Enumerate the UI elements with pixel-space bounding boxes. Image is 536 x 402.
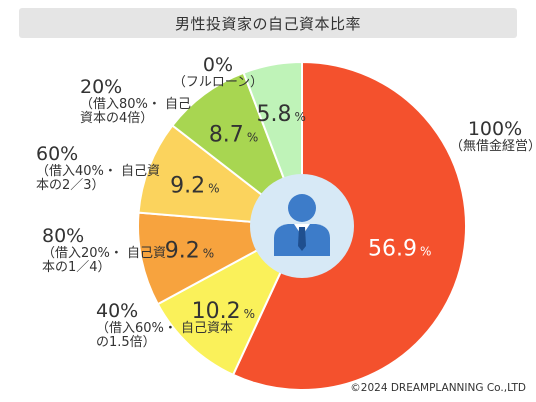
category-note: （フルローン） (172, 74, 264, 90)
slice-value-label: 10.2% (192, 299, 255, 324)
category-note: （借入20%・ 自己資本の1／4） (42, 245, 167, 275)
category-note: （借入80%・ 自己資本の4倍） (80, 96, 192, 126)
label-group-0: 0% （フルローン） (163, 54, 273, 90)
slice-value-label: 8.7% (209, 123, 258, 148)
category-note: （借入40%・ 自己資本の2／3） (36, 163, 161, 193)
label-group-60: 60% （借入40%・ 自己資本の2／3） (36, 143, 166, 193)
businessman-icon (274, 194, 330, 256)
slice-value-label: 9.2% (165, 239, 214, 264)
slice-value-label: 56.9% (368, 237, 431, 262)
category-note: （借入60%・ 自己資本の1.5倍） (96, 320, 234, 350)
slice-value-label: 9.2% (170, 173, 219, 198)
category-label: 20% (80, 76, 123, 98)
slice-value-label: 5.8% (256, 102, 305, 127)
copyright: ©2024 DREAMPLANNING Co.,LTD (350, 382, 526, 394)
category-label: 60% (36, 143, 79, 165)
label-group-100: 100% （無借金経営） (450, 118, 536, 154)
category-label: 0% (202, 54, 234, 76)
category-note: （無借金経営） (450, 138, 536, 154)
category-label: 40% (96, 300, 139, 322)
label-group-80: 80% （借入20%・ 自己資本の1／4） (42, 225, 172, 275)
category-label: 100% (467, 118, 523, 140)
label-group-20: 20% （借入80%・ 自己資本の4倍） (80, 76, 200, 126)
category-label: 80% (42, 225, 85, 247)
chart-title: 男性投資家の自己資本比率 (19, 8, 517, 38)
label-group-40: 40% （借入60%・ 自己資本の1.5倍） (96, 300, 241, 350)
